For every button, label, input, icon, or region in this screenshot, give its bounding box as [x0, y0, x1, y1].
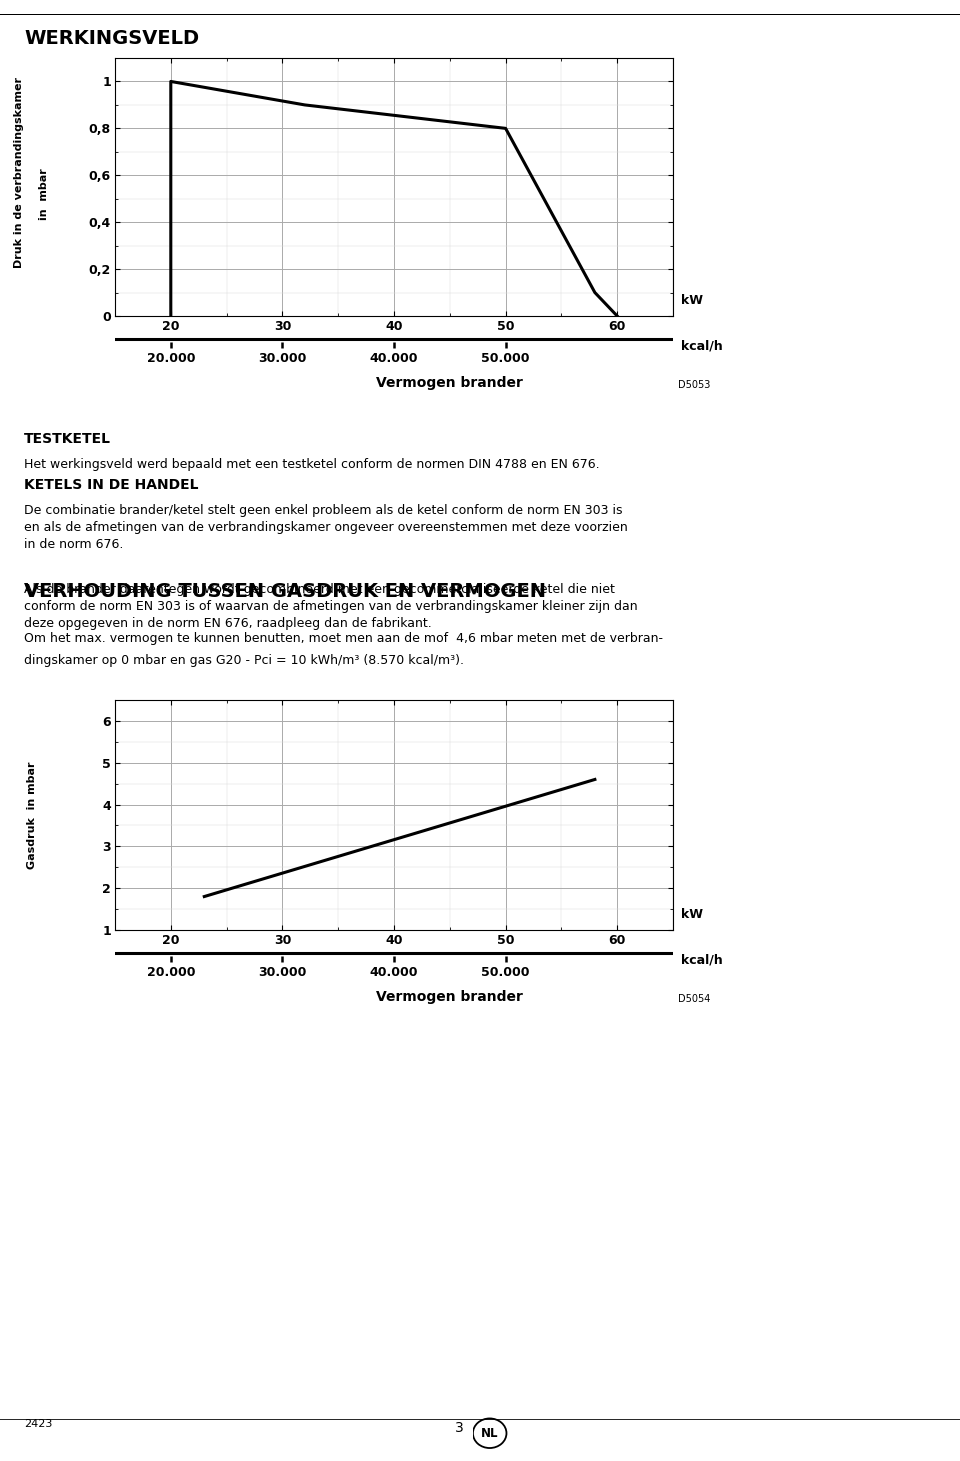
- Text: Gasdruk  in mbar: Gasdruk in mbar: [27, 761, 36, 869]
- Text: Als de brander daarentegen wordt gecombineerd met een gecommercialiseerde ketel : Als de brander daarentegen wordt gecombi…: [24, 583, 637, 630]
- Text: Vermogen brander: Vermogen brander: [376, 991, 523, 1004]
- Text: 50.000: 50.000: [481, 967, 530, 979]
- Text: NL: NL: [481, 1427, 498, 1439]
- Text: TESTKETEL: TESTKETEL: [24, 432, 111, 446]
- Text: dingskamer op 0 mbar en gas G20 - Pci = 10 kWh/m³ (8.570 kcal/m³).: dingskamer op 0 mbar en gas G20 - Pci = …: [24, 655, 464, 666]
- Text: 50.000: 50.000: [481, 352, 530, 365]
- Text: kcal/h: kcal/h: [681, 340, 723, 352]
- Text: De combinatie brander/ketel stelt geen enkel probleem als de ketel conform de no: De combinatie brander/ketel stelt geen e…: [24, 504, 628, 551]
- Text: kW: kW: [681, 294, 703, 307]
- Text: D5054: D5054: [678, 995, 710, 1004]
- Text: 30.000: 30.000: [258, 352, 306, 365]
- Text: VERHOUDING TUSSEN GASDRUK EN VERMOGEN: VERHOUDING TUSSEN GASDRUK EN VERMOGEN: [24, 581, 546, 600]
- Text: kW: kW: [681, 909, 703, 922]
- Text: Het werkingsveld werd bepaald met een testketel conform de normen DIN 4788 en EN: Het werkingsveld werd bepaald met een te…: [24, 457, 600, 470]
- Text: Om het max. vermogen te kunnen benutten, moet men aan de mof  4,6 mbar meten met: Om het max. vermogen te kunnen benutten,…: [24, 633, 663, 644]
- Text: Druk in de verbrandingskamer: Druk in de verbrandingskamer: [14, 77, 24, 267]
- Text: in  mbar: in mbar: [39, 168, 49, 221]
- Text: Vermogen brander: Vermogen brander: [376, 375, 523, 390]
- Text: KETELS IN DE HANDEL: KETELS IN DE HANDEL: [24, 478, 199, 492]
- Text: 3: 3: [454, 1420, 464, 1435]
- Text: D5053: D5053: [678, 380, 710, 390]
- Text: 40.000: 40.000: [370, 967, 419, 979]
- Text: 40.000: 40.000: [370, 352, 419, 365]
- Text: WERKINGSVELD: WERKINGSVELD: [24, 29, 199, 48]
- Text: 2423: 2423: [24, 1419, 53, 1429]
- Text: 20.000: 20.000: [147, 352, 195, 365]
- Text: 30.000: 30.000: [258, 967, 306, 979]
- Text: 20.000: 20.000: [147, 967, 195, 979]
- Text: kcal/h: kcal/h: [681, 954, 723, 967]
